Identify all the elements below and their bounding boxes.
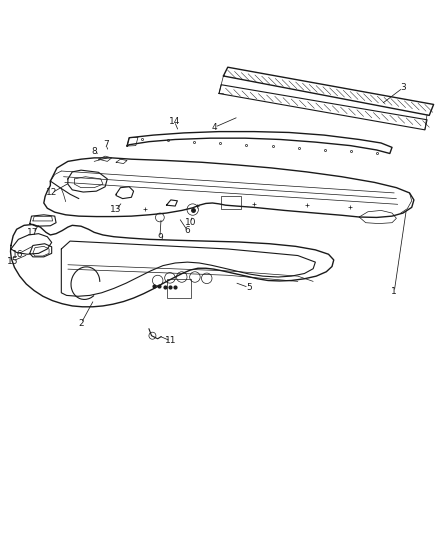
- Text: 15: 15: [7, 257, 18, 266]
- Text: 13: 13: [110, 205, 122, 214]
- Text: 6: 6: [184, 226, 191, 235]
- Text: 1: 1: [391, 287, 397, 296]
- Text: 17: 17: [27, 228, 39, 237]
- Text: 16: 16: [12, 250, 23, 259]
- Text: 10: 10: [185, 218, 196, 227]
- Text: 2: 2: [78, 319, 84, 328]
- Text: 4: 4: [212, 123, 217, 132]
- Text: 14: 14: [169, 117, 180, 126]
- Text: 3: 3: [400, 83, 406, 92]
- Bar: [166, 279, 191, 298]
- Text: 12: 12: [46, 189, 57, 197]
- Bar: [221, 197, 241, 209]
- Text: 9: 9: [157, 233, 163, 242]
- Text: 11: 11: [165, 336, 177, 345]
- Text: 5: 5: [246, 283, 252, 292]
- Text: 8: 8: [91, 147, 97, 156]
- Text: 7: 7: [103, 140, 109, 149]
